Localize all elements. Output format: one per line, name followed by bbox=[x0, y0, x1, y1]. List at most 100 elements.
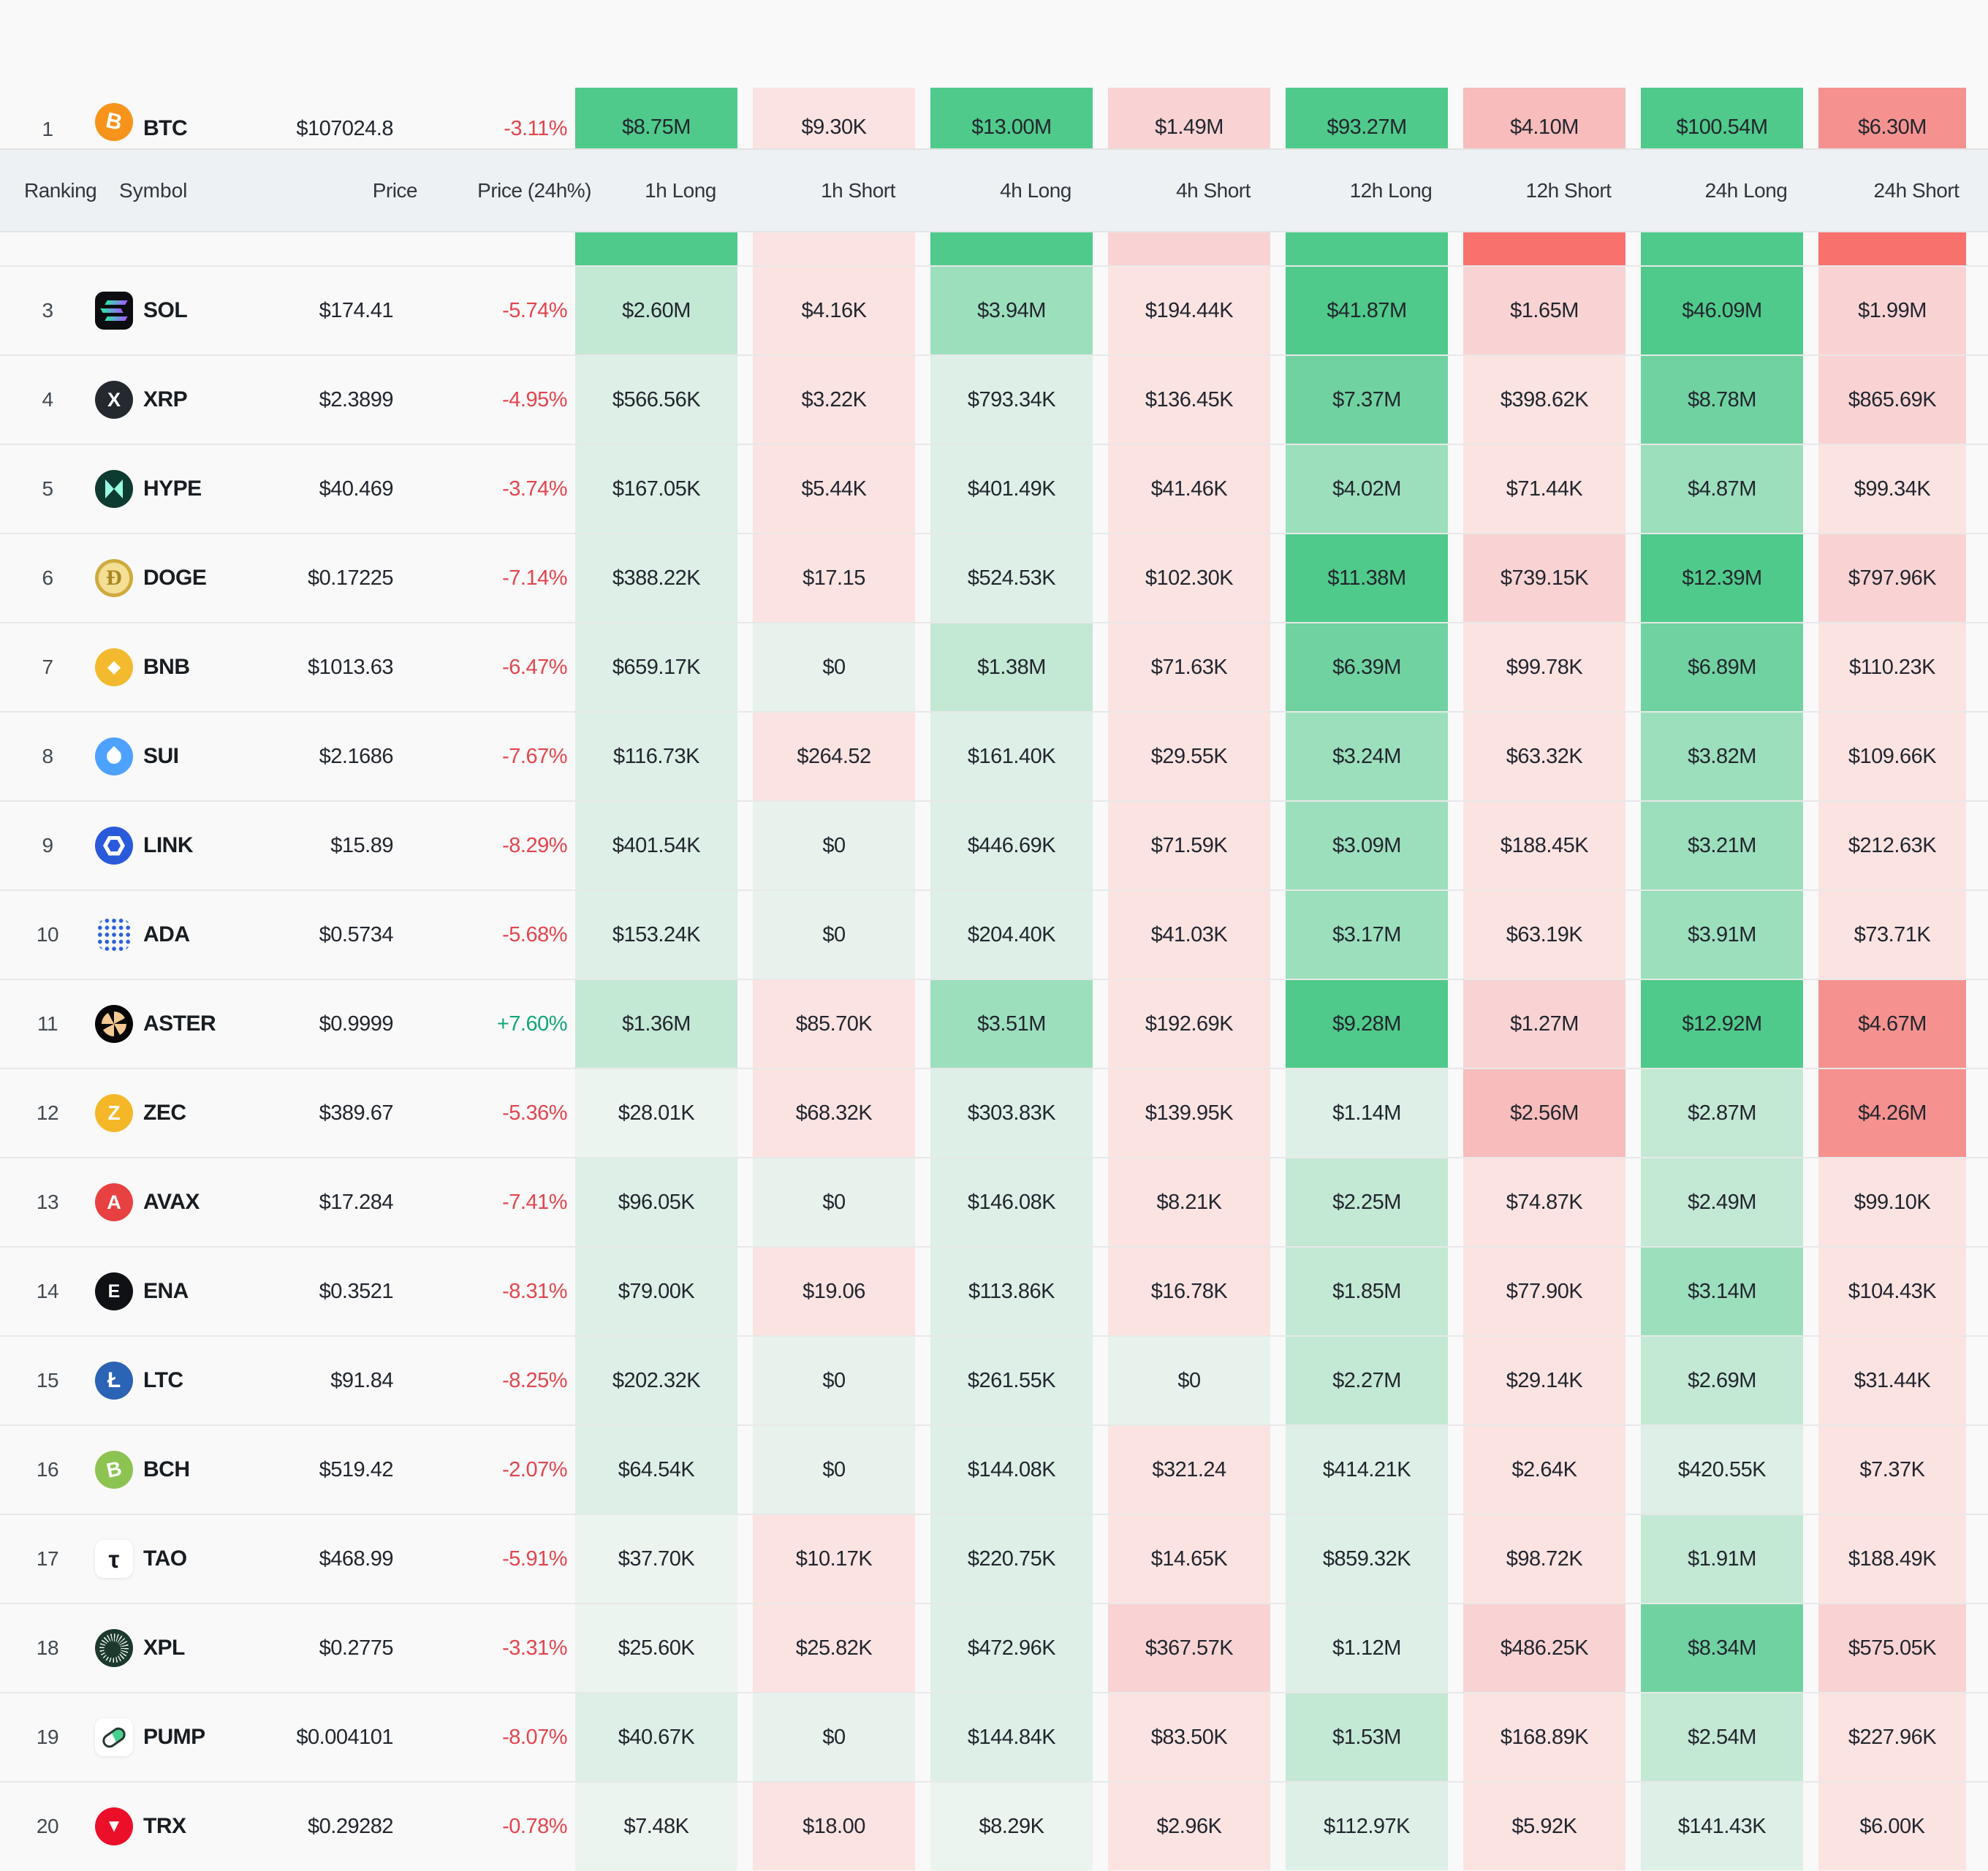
liq-cell: $40.67K bbox=[575, 1693, 737, 1781]
price-value: $2.1686 bbox=[319, 744, 394, 768]
col-header-12h-long[interactable]: 12h Long bbox=[1349, 178, 1433, 202]
liq-cell: $41.46K bbox=[1108, 445, 1270, 533]
liq-cell: $739.15K bbox=[1463, 534, 1625, 622]
table-row-tao[interactable]: 17 τ TAO $468.99 -5.91% $37.70K $10.17K … bbox=[0, 1514, 1988, 1603]
table-row-bch[interactable]: 16 B BCH $519.42 -2.07% $64.54K $0 $144.… bbox=[0, 1424, 1988, 1514]
liq-cell: $41.87M bbox=[1286, 267, 1448, 354]
coin-icon: Ł bbox=[95, 1362, 133, 1400]
liq-cell: $398.62K bbox=[1463, 356, 1625, 444]
liq-cell: $8.21K bbox=[1108, 1158, 1270, 1246]
rank-value: 1 bbox=[42, 118, 53, 140]
liq-cell: $0 bbox=[753, 1693, 915, 1781]
liq-cell: $1.53M bbox=[1286, 1693, 1448, 1781]
price-value: $0.29282 bbox=[308, 1814, 393, 1838]
liq-cell: $1.65M bbox=[1463, 267, 1625, 354]
liq-cell: $3.22K bbox=[753, 356, 915, 444]
col-header-24h-long[interactable]: 24h Long bbox=[1704, 178, 1788, 202]
price-value: $0.3521 bbox=[319, 1279, 394, 1303]
table-row-doge[interactable]: 6 Đ DOGE $0.17225 -7.14% $388.22K $17.15… bbox=[0, 533, 1988, 622]
liq-cell: $14.65K bbox=[1108, 1515, 1270, 1603]
table-row-pump[interactable]: 19 PUMP $0.004101 -8.07% $40.67K $0 $144… bbox=[0, 1692, 1988, 1781]
liq-cell: $146.08K bbox=[930, 1158, 1093, 1246]
liq-cell: $321.24 bbox=[1108, 1426, 1270, 1514]
liq-cell: $0 bbox=[753, 623, 915, 711]
table-row-ada[interactable]: 10 ADA $0.5734 -5.68% $153.24K $0 $204.4… bbox=[0, 889, 1988, 979]
price-value: $15.89 bbox=[330, 833, 393, 857]
liq-cell: $0 bbox=[753, 1426, 915, 1514]
table-row-hype[interactable]: 5 HYPE $40.469 -3.74% $167.05K $5.44K $4… bbox=[0, 444, 1988, 533]
table-row-xpl[interactable]: 18 XPL $0.2775 -3.31% $25.60K $25.82K $4… bbox=[0, 1603, 1988, 1692]
liq-cell: $2.56M bbox=[1463, 1069, 1625, 1157]
liq-cell: $401.49K bbox=[930, 445, 1093, 533]
table-row-aster[interactable]: 11 ASTER $0.9999 +7.60% $1.36M $85.70K $… bbox=[0, 979, 1988, 1068]
liq-cell: $1.49M bbox=[1108, 88, 1270, 148]
liq-cell: $414.21K bbox=[1286, 1426, 1448, 1514]
table-row-btc[interactable]: 1 B BTC $107024.8 -3.11% $8.75M $9.30K $… bbox=[0, 88, 1988, 148]
col-header-1h-short[interactable]: 1h Short bbox=[821, 178, 895, 202]
liq-cell: $19.06 bbox=[753, 1248, 915, 1335]
table-row-bnb[interactable]: 7 ◆ BNB $1013.63 -6.47% $659.17K $0 $1.3… bbox=[0, 622, 1988, 711]
liq-cell: $264.52 bbox=[753, 713, 915, 800]
col-header-4h-short[interactable]: 4h Short bbox=[1176, 178, 1251, 202]
liq-cell bbox=[753, 232, 915, 265]
table-row-ltc[interactable]: 15 Ł LTC $91.84 -8.25% $202.32K $0 $261.… bbox=[0, 1335, 1988, 1424]
change-value: -3.74% bbox=[502, 477, 567, 501]
change-value: -4.95% bbox=[502, 387, 567, 411]
price-value: $0.9999 bbox=[319, 1012, 394, 1036]
liq-cell: $192.69K bbox=[1108, 980, 1270, 1068]
liq-cell: $859.32K bbox=[1286, 1515, 1448, 1603]
col-header-4h-long[interactable]: 4h Long bbox=[1000, 178, 1071, 202]
liq-cell: $63.19K bbox=[1463, 891, 1625, 979]
liq-cell: $3.94M bbox=[930, 267, 1093, 354]
price-value: $0.17225 bbox=[308, 566, 393, 590]
liq-cell: $139.95K bbox=[1108, 1069, 1270, 1157]
rank-value: 11 bbox=[37, 1012, 58, 1035]
liq-cell: $188.45K bbox=[1463, 802, 1625, 889]
table-row-avax[interactable]: 13 A AVAX $17.284 -7.41% $96.05K $0 $146… bbox=[0, 1157, 1988, 1246]
table-row-link[interactable]: 9 LINK $15.89 -8.29% $401.54K $0 $446.69… bbox=[0, 800, 1988, 889]
liq-cell: $41.03K bbox=[1108, 891, 1270, 979]
symbol-label: XRP bbox=[143, 387, 188, 411]
col-header-1h-long[interactable]: 1h Long bbox=[645, 178, 716, 202]
rank-value: 3 bbox=[42, 299, 53, 322]
liq-cell: $7.48K bbox=[575, 1783, 737, 1870]
symbol-label: ENA bbox=[143, 1279, 189, 1303]
col-header-price-24h[interactable]: Price (24h%) bbox=[477, 178, 591, 202]
liq-cell: $1.85M bbox=[1286, 1248, 1448, 1335]
rank-value: 13 bbox=[36, 1191, 59, 1213]
rank-value: 15 bbox=[36, 1369, 59, 1392]
liq-cell: $8.34M bbox=[1641, 1604, 1803, 1692]
symbol-label: XPL bbox=[143, 1636, 185, 1660]
coin-icon: Z bbox=[95, 1094, 133, 1132]
table-row-sol[interactable]: 3 SOL $174.41 -5.74% $2.60M $4.16K $3.94… bbox=[0, 265, 1988, 354]
col-header-symbol[interactable]: Symbol bbox=[119, 178, 188, 202]
table-row-hidden[interactable] bbox=[0, 232, 1988, 265]
liq-cell: $194.44K bbox=[1108, 267, 1270, 354]
liq-cell: $9.28M bbox=[1286, 980, 1448, 1068]
coin-icon: Đ bbox=[95, 559, 133, 597]
col-header-24h-short[interactable]: 24h Short bbox=[1873, 178, 1959, 202]
liq-cell: $8.78M bbox=[1641, 356, 1803, 444]
liq-cell: $1.36M bbox=[575, 980, 737, 1068]
table-row-ena[interactable]: 14 E ENA $0.3521 -8.31% $79.00K $19.06 $… bbox=[0, 1246, 1988, 1335]
liq-cell: $0 bbox=[1108, 1337, 1270, 1424]
symbol-label: ADA bbox=[143, 922, 190, 946]
table-row-sui[interactable]: 8 SUI $2.1686 -7.67% $116.73K $264.52 $1… bbox=[0, 711, 1988, 800]
liq-cell: $116.73K bbox=[575, 713, 737, 800]
liq-cell: $153.24K bbox=[575, 891, 737, 979]
col-header-price[interactable]: Price bbox=[372, 178, 418, 202]
rank-value: 10 bbox=[36, 923, 59, 946]
table-row-xrp[interactable]: 4 X XRP $2.3899 -4.95% $566.56K $3.22K $… bbox=[0, 354, 1988, 444]
liq-cell: $13.00M bbox=[930, 88, 1093, 148]
col-header-ranking[interactable]: Ranking bbox=[24, 178, 97, 202]
col-header-12h-short[interactable]: 12h Short bbox=[1525, 178, 1612, 202]
liq-cell: $144.08K bbox=[930, 1426, 1093, 1514]
liq-cell: $71.59K bbox=[1108, 802, 1270, 889]
table-row-trx[interactable]: 20 ▼ TRX $0.29282 -0.78% $7.48K $18.00 $… bbox=[0, 1781, 1988, 1870]
rank-value: 14 bbox=[36, 1280, 59, 1302]
liq-cell: $8.29K bbox=[930, 1783, 1093, 1870]
liq-cell: $12.39M bbox=[1641, 534, 1803, 622]
table-row-zec[interactable]: 12 Z ZEC $389.67 -5.36% $28.01K $68.32K … bbox=[0, 1068, 1988, 1157]
liq-cell: $261.55K bbox=[930, 1337, 1093, 1424]
liq-cell: $102.30K bbox=[1108, 534, 1270, 622]
